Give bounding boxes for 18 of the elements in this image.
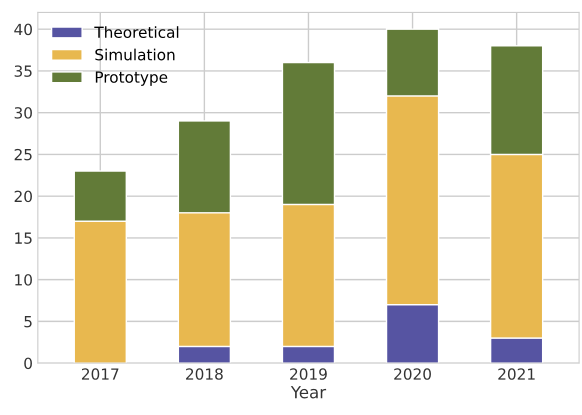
legend-label: Prototype [96,72,168,86]
x-tick-label: 2020 [394,368,431,380]
y-tick-label: 10 [15,274,32,286]
x-tick-label: 2017 [82,368,118,380]
y-tick-label: 20 [14,190,32,202]
x-tick-label: 2019 [290,368,327,380]
legend-label: Simulation [95,48,174,60]
x-tick-label: 2021 [498,368,535,380]
y-tick-label: 15 [15,232,32,244]
x-tick-label: 2018 [186,368,223,380]
y-tick-label: 5 [24,316,32,328]
y-tick-label: 25 [14,148,32,160]
y-tick-label: 40 [14,24,32,36]
y-tick-label: 0 [24,358,32,370]
x-axis-title: Year [290,386,326,398]
legend-label: Theoretical [94,26,178,38]
y-tick-label: 30 [14,107,32,119]
y-tick-label: 35 [14,65,32,77]
